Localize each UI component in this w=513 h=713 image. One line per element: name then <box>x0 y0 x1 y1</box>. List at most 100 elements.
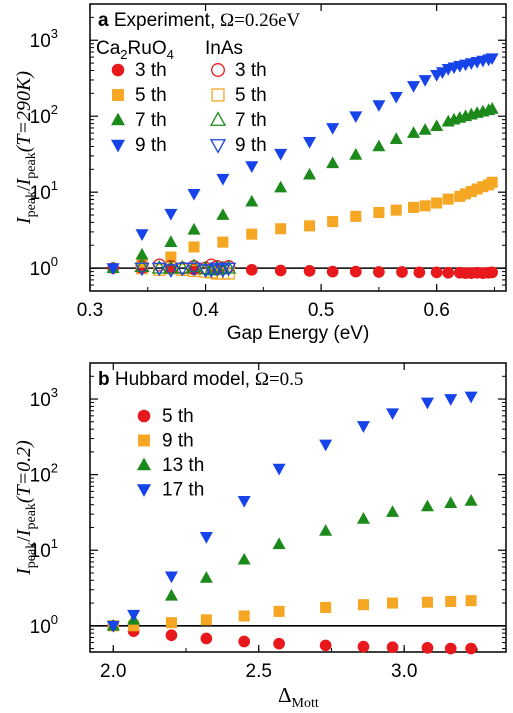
panel-a-point <box>165 251 177 263</box>
panel-b-point <box>319 524 333 536</box>
panel-b-point <box>319 639 332 652</box>
panel-b-point <box>200 614 212 626</box>
panel-a-point <box>274 264 287 277</box>
panel-a-series-6 <box>134 258 237 276</box>
panel-a-point <box>135 229 149 241</box>
panel-a-legend-label: 3 th <box>135 60 167 81</box>
panel-a-y-axis-label-sub1: peak <box>24 191 39 217</box>
panel-a-x-axis-label: Gap Energy (eV) <box>227 323 370 344</box>
panel-b-y-tick-exponent: 1 <box>51 536 58 551</box>
panel-a-point <box>186 262 202 277</box>
panel-b-point <box>165 629 178 642</box>
panel-a-point <box>419 200 431 212</box>
panel-b-point <box>200 632 213 645</box>
panel-a-point <box>134 262 150 277</box>
panel-b-point <box>464 391 478 404</box>
panel-a-legend-marker <box>111 63 125 77</box>
panel-a-legend-label: 7 th <box>235 110 267 131</box>
panel-a-point <box>389 91 403 104</box>
panel-a-point <box>216 208 230 220</box>
panel-a-legend-label: 5 th <box>235 85 267 106</box>
panel-a-point <box>187 222 201 235</box>
panel-a-legend-sub: 4 <box>167 47 174 62</box>
panel-b-point <box>444 642 457 655</box>
panel-a-point <box>203 261 219 276</box>
panel-a-legend-marker <box>209 111 227 126</box>
panel-a-title: a Experiment, Ω=0.26eV <box>98 10 301 31</box>
panel-a-point <box>215 260 231 275</box>
panel-a-point <box>245 263 258 276</box>
panel-b-y-tick-label: 100 <box>30 612 58 638</box>
panel-b-legend-label: 9 th <box>162 431 194 452</box>
panel-a-point <box>349 265 362 278</box>
panel-b-point <box>320 601 332 613</box>
panel-a-point <box>303 136 317 149</box>
panel-a-y-tick-label: 100 <box>30 254 58 280</box>
panel-b-y-axis-label: Ipeak/Ipeak(T=0.2) <box>13 440 39 576</box>
panel-a-point <box>373 266 385 278</box>
panel-b-legend-marker <box>138 434 150 447</box>
panel-a-point <box>326 265 339 278</box>
panel-a-y-tick-exponent: 0 <box>51 254 58 269</box>
panel-a-point <box>134 258 150 273</box>
panel-b-title-omega: Ω=0.5 <box>250 369 303 390</box>
panel-a-point <box>303 265 316 277</box>
panel-a-point <box>188 241 200 253</box>
panel-b-y-axis-label-i2: I <box>13 528 35 537</box>
panel-b-point <box>165 617 177 629</box>
panel-a-y-tick-exponent: 3 <box>51 26 58 41</box>
panel-a-point <box>209 262 225 277</box>
panel-a-legend-label: 7 th <box>135 110 167 131</box>
panel-a-legend-marker <box>211 88 225 102</box>
panel-a-point <box>430 119 444 132</box>
panel-b-point <box>445 595 457 607</box>
panel-a-point <box>442 193 454 205</box>
panel-a-point <box>274 148 288 161</box>
panel-b-point <box>238 635 251 648</box>
panel-a-point <box>430 266 443 279</box>
panel-b-point <box>106 620 120 633</box>
panel-b-point <box>272 537 286 550</box>
panel-b-point <box>465 595 477 607</box>
panel-b-point <box>237 552 251 565</box>
panel-b-y-axis-label-sub2: peak <box>24 503 39 529</box>
panel-a-x-tick-label: 0.4 <box>192 300 219 321</box>
panel-a-point <box>407 126 421 138</box>
panel-b-x-tick-label: 3.0 <box>391 661 417 682</box>
panel-a-point <box>407 81 421 93</box>
panel-b-y-tick-exponent: 0 <box>51 612 58 627</box>
panel-a-legend-label: 9 th <box>235 135 267 156</box>
panel-a-point <box>431 197 443 209</box>
panel-a-point <box>186 258 202 273</box>
panel-a-x-tick-label: 0.6 <box>423 300 449 321</box>
panel-a-point <box>245 161 259 173</box>
panel-a-point <box>174 259 191 274</box>
panel-a-point <box>372 100 386 112</box>
panel-b-point <box>386 641 399 654</box>
panel-a-point <box>418 123 432 135</box>
panel-b-point <box>357 599 369 611</box>
panel-a-legend-marker <box>112 89 124 101</box>
panel-b-letter: b <box>98 369 110 390</box>
panel-b-point <box>164 588 178 601</box>
panel-b-x-axis-label-sub: Mott <box>292 696 319 711</box>
panel-a-point <box>174 262 191 277</box>
panel-a-point <box>454 190 466 202</box>
panel-a-point <box>188 263 200 276</box>
panel-a-point <box>349 148 363 160</box>
panel-b-point <box>272 463 286 476</box>
panel-a-y-tick-exponent: 2 <box>51 102 58 117</box>
panel-a-point <box>216 173 230 186</box>
panel-a-series-7 <box>134 262 237 278</box>
panel-a-legend-label: 5 th <box>135 85 167 106</box>
panel-a-point <box>163 259 179 274</box>
panel-b-series-3 <box>106 391 478 633</box>
panel-b-legend-label: 5 th <box>162 406 194 427</box>
panel-a-y-axis-label-cond: (T=290K) <box>13 71 35 153</box>
panel-a-point <box>477 181 489 193</box>
panel-a-legend-group-title-1: InAs <box>205 38 243 59</box>
panel-a-axes-frame <box>89 3 507 292</box>
panel-a-legend-group-title-0: Ca2RuO4 <box>96 38 174 62</box>
panel-a-x-tick-label: 0.5 <box>308 300 334 321</box>
